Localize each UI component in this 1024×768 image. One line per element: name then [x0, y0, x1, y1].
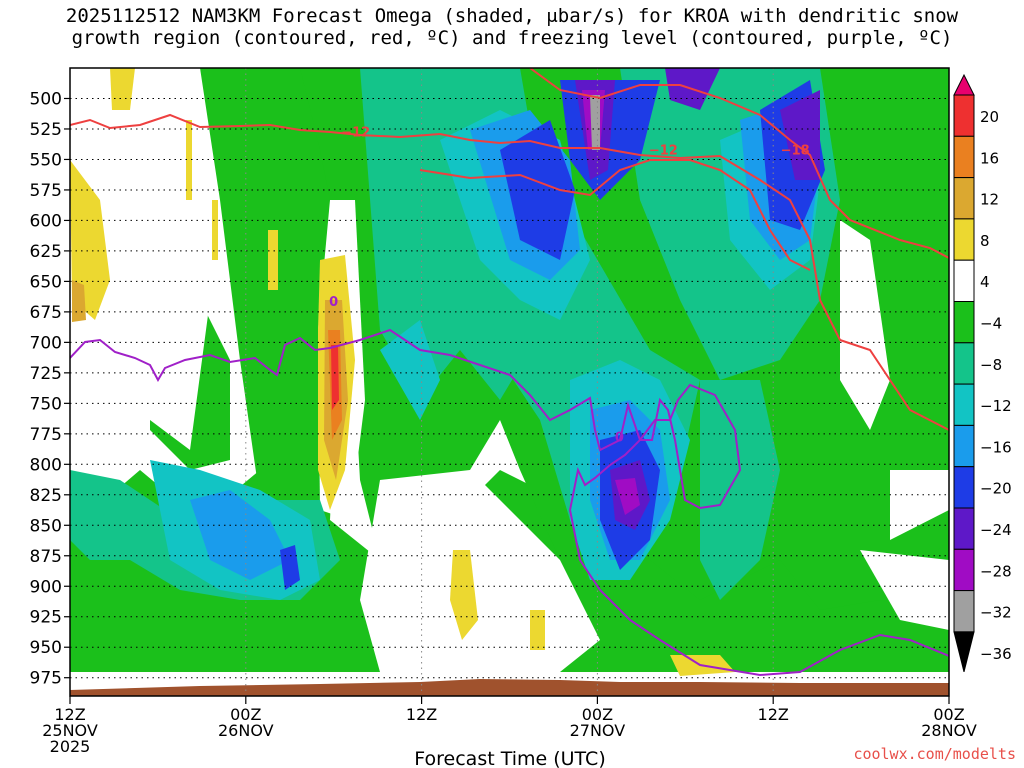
- chart-title-line-2: growth region (contoured, red, ºC) and f…: [71, 27, 953, 49]
- plot-frame: [69, 67, 950, 697]
- contour-label: −12: [341, 125, 370, 140]
- colorbar-label: −28: [980, 562, 1012, 580]
- y-tick-label: 925: [30, 608, 62, 628]
- dendritic-growth-contours: [70, 68, 949, 431]
- x-tick-label: 00Z: [933, 705, 964, 724]
- colorbar-swatch: [953, 94, 975, 137]
- y-tick-label: 600: [30, 211, 62, 231]
- y-tick-label: 625: [30, 242, 62, 262]
- x-tick-label: 25NOV: [42, 721, 98, 740]
- colorbar-swatch: [953, 383, 975, 426]
- y-tick-label: 675: [30, 303, 62, 323]
- colorbar-label: 12: [980, 191, 999, 209]
- y-tick-label: 775: [30, 425, 62, 445]
- omega-shaded-field: [70, 68, 949, 696]
- colorbar-swatch: [953, 301, 975, 344]
- grid-lines: [70, 68, 949, 696]
- x-tick-label: 00Z: [230, 705, 261, 724]
- colorbar-swatch: [953, 507, 975, 550]
- colorbar-swatch: [953, 73, 975, 96]
- y-tick-label: 850: [30, 516, 62, 536]
- colorbar-label: 8: [980, 232, 990, 250]
- dendritic-contour-minus-12-lower: [419, 159, 811, 271]
- freezing-level-contours: [70, 328, 949, 677]
- contour-label: 0: [329, 295, 338, 310]
- x-tick-label: 2025: [50, 737, 91, 756]
- contour-label: −18: [781, 144, 810, 159]
- y-tick-label: 875: [30, 547, 62, 567]
- colorbar-swatch: [953, 259, 975, 303]
- freezing-level-contour: [70, 328, 949, 677]
- colorbar: 20 16 12 8 4 −4 −8 −12 −16 −20 −24 −28 −32 −36: [953, 73, 1012, 673]
- colorbar-swatch: [953, 342, 975, 385]
- x-tick-label: 27NOV: [570, 721, 626, 740]
- colorbar-label: 20: [980, 108, 999, 126]
- colorbar-swatch: [953, 424, 975, 468]
- y-tick-label: 725: [30, 364, 62, 384]
- colorbar-label: 16: [980, 149, 999, 167]
- y-tick-label: 900: [30, 577, 62, 597]
- terrain-area: [70, 679, 949, 696]
- x-axis-label: Forecast Time (UTC): [414, 748, 605, 768]
- x-tick-label: 26NOV: [218, 721, 274, 740]
- x-tick-label: 12Z: [54, 705, 85, 724]
- x-tick-label: 00Z: [582, 705, 613, 724]
- y-tick-label: 800: [30, 455, 62, 475]
- y-tick-label: 575: [30, 181, 62, 201]
- x-tick-label: 12Z: [406, 705, 437, 724]
- colorbar-swatch: [953, 631, 975, 673]
- y-tick-label: 950: [30, 638, 62, 658]
- colorbar-label: 4: [980, 273, 990, 291]
- colorbar-swatch: [953, 548, 975, 592]
- colorbar-label: −20: [980, 480, 1012, 498]
- x-tick-label: 28NOV: [921, 721, 977, 740]
- y-tick-label: 500: [30, 89, 62, 109]
- y-tick-label: 700: [30, 333, 62, 353]
- y-tick-label: 975: [30, 669, 62, 689]
- contour-label: 0: [615, 430, 624, 445]
- colorbar-label: −16: [980, 438, 1012, 456]
- contour-labels: −12 −12 −18 0 0: [329, 125, 809, 445]
- y-tick-label: 825: [30, 486, 62, 506]
- omega-band-minus-32: [590, 95, 600, 150]
- colorbar-label: −32: [980, 604, 1012, 622]
- colorbar-label: −36: [980, 645, 1012, 663]
- y-tick-label: 550: [30, 150, 62, 170]
- colorbar-label: −24: [980, 521, 1012, 539]
- colorbar-label: −12: [980, 397, 1012, 415]
- credit-text: coolwx.com/modelts: [853, 745, 1016, 763]
- colorbar-swatch: [953, 590, 975, 633]
- colorbar-swatch: [953, 218, 975, 261]
- y-axis: 500 525 550 575 600 625 650 675 700 725 750 775 800 8…: [30, 89, 70, 689]
- x-tick-label: 12Z: [758, 705, 789, 724]
- colorbar-swatch: [953, 466, 975, 509]
- y-tick-label: 750: [30, 394, 62, 414]
- colorbar-label: −4: [980, 315, 1002, 333]
- dendritic-contour-minus-12: [70, 113, 949, 431]
- colorbar-label: −8: [980, 356, 1002, 374]
- colorbar-swatch: [953, 177, 975, 220]
- y-tick-label: 650: [30, 272, 62, 292]
- colorbar-swatch: [953, 135, 975, 179]
- dendritic-contour-minus-18: [529, 68, 949, 259]
- chart-title-line-1: 2025112512 NAM3KM Forecast Omega (shaded…: [65, 5, 959, 27]
- contour-label: −12: [649, 144, 678, 159]
- y-tick-label: 525: [30, 120, 62, 140]
